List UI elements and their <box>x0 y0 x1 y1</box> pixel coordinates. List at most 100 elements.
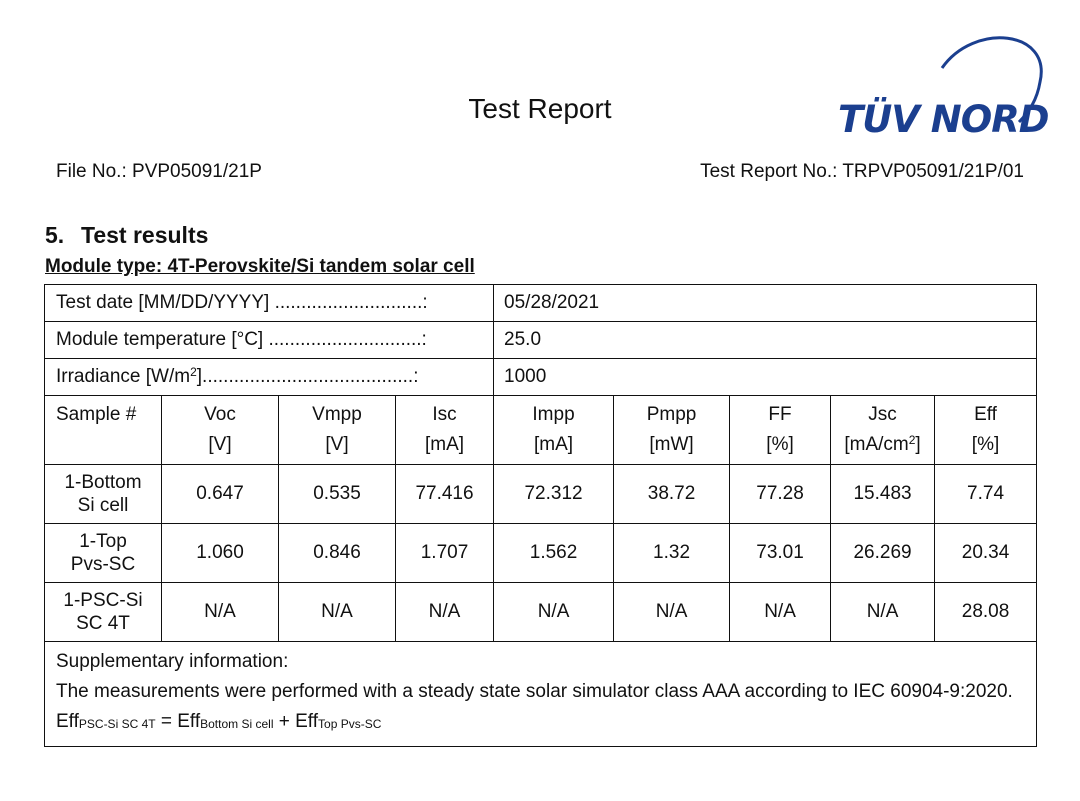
formula-term: + Eff <box>273 711 319 732</box>
supplementary-row: Supplementary information: The measureme… <box>43 641 1038 747</box>
cell-isc: 1.707 <box>394 523 495 583</box>
cell-ff: N/A <box>729 582 832 642</box>
info-row-irradiance: Irradiance [W/m2].......................… <box>43 358 1038 396</box>
col-header-name: Voc <box>204 404 236 425</box>
cell-impp: N/A <box>493 582 615 642</box>
logo-arc-icon <box>940 36 1043 124</box>
sample-name-line2: SC 4T <box>76 613 130 634</box>
col-header-name: Vmpp <box>312 404 362 425</box>
cell-eff: 20.34 <box>934 523 1038 583</box>
col-header-name: FF <box>768 404 792 425</box>
col-header-vmpp: Vmpp [V] <box>278 395 396 465</box>
col-header-isc: Isc [mA] <box>394 395 495 465</box>
col-header-pmpp: Pmpp [mW] <box>613 395 731 465</box>
sample-cell: 1-PSC-Si SC 4T <box>44 582 162 642</box>
formula-subscript: Bottom Si cell <box>200 717 274 731</box>
col-header-name: Pmpp <box>646 404 697 425</box>
logo-text: TÜV NORD <box>838 98 1049 141</box>
col-header-voc: Voc [V] <box>161 395 279 465</box>
sample-name: 1-PSC-Si <box>63 590 143 611</box>
col-header-jsc: Jsc [mA/cm2] <box>830 395 936 465</box>
file-number: File No.: PVP05091/21P <box>56 161 262 182</box>
cell-isc: 77.416 <box>394 464 495 524</box>
cell-pmpp: 1.32 <box>613 523 731 583</box>
section-number: 5. <box>45 222 65 248</box>
col-header-eff: Eff [%] <box>934 395 1038 465</box>
module-type: Module type: 4T-Perovskite/Si tandem sol… <box>45 256 475 277</box>
results-table: Test date [MM/DD/YYYY] .................… <box>43 284 1038 747</box>
cell-voc: N/A <box>161 582 279 642</box>
section-title: Test results <box>81 222 209 248</box>
test-report-number: Test Report No.: TRPVP05091/21P/01 <box>700 161 1024 182</box>
cell-jsc: 26.269 <box>830 523 936 583</box>
cell-eff: 7.74 <box>934 464 1038 524</box>
cell-jsc: N/A <box>830 582 936 642</box>
tuv-nord-logo: TÜV NORD <box>834 30 1049 141</box>
formula-term: = Eff <box>155 711 201 732</box>
report-title: Test Report <box>468 93 612 124</box>
cell-pmpp: N/A <box>613 582 731 642</box>
cell-pmpp: 38.72 <box>613 464 731 524</box>
irradiance-label-sup: 2 <box>190 365 197 379</box>
table-row: 1-Top Pvs-SC 1.060 0.846 1.707 1.562 1.32… <box>44 523 1038 583</box>
section-heading: 5. Test results <box>45 222 208 249</box>
col-header-unit: [mW] <box>649 434 694 455</box>
module-temperature-label: Module temperature [°C] ................… <box>43 321 495 359</box>
col-header-name: Isc <box>432 404 457 425</box>
col-header-unit: [V] <box>208 434 232 455</box>
formula-term: Eff <box>56 711 79 732</box>
col-header-name: Impp <box>532 404 575 425</box>
test-date-label: Test date [MM/DD/YYYY] .................… <box>43 284 495 322</box>
cell-voc: 0.647 <box>161 464 279 524</box>
supplementary-info: Supplementary information: The measureme… <box>43 641 1038 747</box>
sample-name-line2: Si cell <box>77 495 129 516</box>
col-header-impp: Impp [mA] <box>493 395 615 465</box>
efficiency-formula: EffPSC-Si SC 4T = EffBottom Si cell + Ef… <box>56 710 1025 736</box>
sample-name: 1-Bottom <box>64 472 142 493</box>
module-temperature-value: 25.0 <box>493 321 1038 359</box>
table-row: 1-PSC-Si SC 4T N/A N/A N/A N/A N/A N/A N/… <box>44 582 1038 642</box>
info-row-test-date: Test date [MM/DD/YYYY] .................… <box>43 284 1038 322</box>
col-header-unit: [mA] <box>534 434 574 455</box>
jsc-unit-sup: 2 <box>908 433 916 447</box>
irradiance-value: 1000 <box>493 358 1038 396</box>
sample-name: 1-Top <box>79 531 127 552</box>
col-header-ff: FF [%] <box>729 395 832 465</box>
col-header-name: Sample # <box>56 404 137 425</box>
cell-ff: 73.01 <box>729 523 832 583</box>
sample-cell: 1-Top Pvs-SC <box>44 523 162 583</box>
col-header-name: Jsc <box>868 404 897 425</box>
info-row-module-temperature: Module temperature [°C] ................… <box>43 321 1038 359</box>
column-header-row: Sample # Voc [V] Vmpp [V] Isc [mA] Impp [mA]… <box>44 395 1038 465</box>
col-header-unit: [mA] <box>424 434 465 455</box>
irradiance-label-text: Irradiance [W/m <box>56 366 191 387</box>
col-header-unit: [%] <box>766 434 794 455</box>
supplementary-text: The measurements were performed with a s… <box>56 681 1013 702</box>
table-row: 1-Bottom Si cell 0.647 0.535 77.416 72.31… <box>44 464 1038 524</box>
jsc-unit-text: [mA/cm <box>844 434 909 455</box>
col-header-name: Eff <box>974 404 997 425</box>
cell-vmpp: N/A <box>278 582 396 642</box>
col-header-unit: [mA/cm2] <box>831 430 934 460</box>
cell-ff: 77.28 <box>729 464 832 524</box>
cell-voc: 1.060 <box>161 523 279 583</box>
col-header-unit: [V] <box>325 434 349 455</box>
jsc-unit-close: ] <box>915 434 921 455</box>
formula-subscript: Top Pvs-SC <box>318 717 382 731</box>
irradiance-label-dots: ].......................................… <box>196 366 419 387</box>
sample-name-line2: Pvs-SC <box>70 554 136 575</box>
col-header-unit: [%] <box>971 434 1000 455</box>
cell-isc: N/A <box>394 582 495 642</box>
irradiance-label: Irradiance [W/m2].......................… <box>43 358 495 396</box>
cell-vmpp: 0.846 <box>278 523 396 583</box>
sample-cell: 1-Bottom Si cell <box>44 464 162 524</box>
col-header-sample: Sample # <box>44 395 162 465</box>
cell-jsc: 15.483 <box>830 464 936 524</box>
supplementary-heading: Supplementary information: <box>56 651 289 672</box>
test-date-value: 05/28/2021 <box>493 284 1038 322</box>
cell-impp: 1.562 <box>493 523 615 583</box>
cell-impp: 72.312 <box>493 464 615 524</box>
cell-eff: 28.08 <box>934 582 1038 642</box>
cell-vmpp: 0.535 <box>278 464 396 524</box>
formula-subscript: PSC-Si SC 4T <box>78 717 156 731</box>
